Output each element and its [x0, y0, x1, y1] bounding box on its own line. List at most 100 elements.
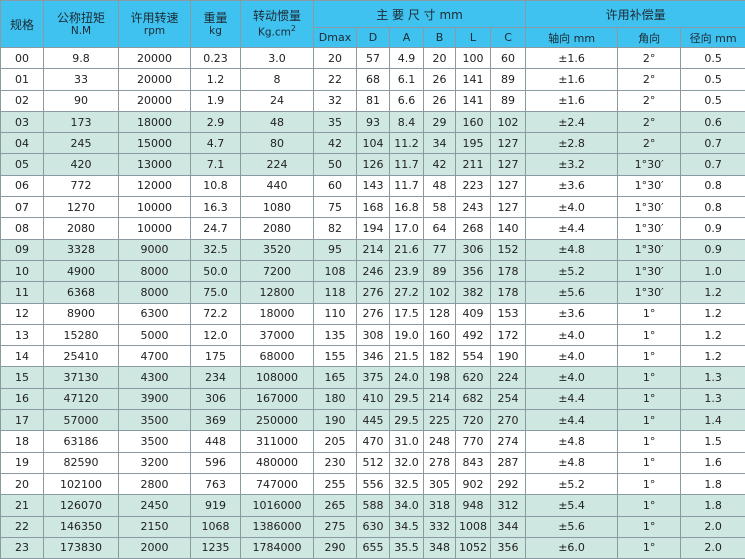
- cell-speed: 13000: [119, 154, 191, 175]
- cell-a: 8.4: [390, 111, 424, 132]
- cell-inertia: 24: [241, 90, 314, 111]
- cell-d: 93: [357, 111, 390, 132]
- cell-d: 104: [357, 133, 390, 154]
- cell-a: 17.5: [390, 303, 424, 324]
- cell-d: 276: [357, 303, 390, 324]
- inertia-unit-text: Kg.cm: [258, 27, 291, 39]
- cell-inertia: 18000: [241, 303, 314, 324]
- cell-dmax: 265: [314, 495, 357, 516]
- cell-d: 655: [357, 537, 390, 558]
- cell-weight: 7.1: [191, 154, 241, 175]
- cell-c: 60: [491, 48, 526, 69]
- cell-axial: ±4.8: [526, 239, 618, 260]
- cell-a: 32.5: [390, 473, 424, 494]
- cell-weight: 2.9: [191, 111, 241, 132]
- cell-l: 211: [456, 154, 491, 175]
- header-compensation: 许用补偿量: [526, 1, 745, 28]
- cell-torque: 420: [44, 154, 119, 175]
- cell-angular: 1°30′: [618, 239, 681, 260]
- cell-a: 6.1: [390, 69, 424, 90]
- cell-b: 20: [424, 48, 456, 69]
- cell-d: 410: [357, 388, 390, 409]
- cell-axial: ±1.6: [526, 90, 618, 111]
- cell-axial: ±4.0: [526, 367, 618, 388]
- cell-a: 6.6: [390, 90, 424, 111]
- cell-spec: 23: [1, 537, 44, 558]
- cell-b: 198: [424, 367, 456, 388]
- header-b: B: [424, 28, 456, 48]
- cell-l: 409: [456, 303, 491, 324]
- cell-c: 89: [491, 90, 526, 111]
- cell-axial: ±5.6: [526, 516, 618, 537]
- cell-c: 178: [491, 282, 526, 303]
- cell-d: 630: [357, 516, 390, 537]
- cell-torque: 8900: [44, 303, 119, 324]
- cell-inertia: 2080: [241, 218, 314, 239]
- cell-c: 270: [491, 410, 526, 431]
- cell-speed: 2450: [119, 495, 191, 516]
- header-spec: 规格: [1, 1, 44, 48]
- cell-weight: 0.23: [191, 48, 241, 69]
- cell-dmax: 205: [314, 431, 357, 452]
- cell-spec: 00: [1, 48, 44, 69]
- cell-a: 31.0: [390, 431, 424, 452]
- cell-c: 140: [491, 218, 526, 239]
- cell-spec: 15: [1, 367, 44, 388]
- cell-l: 382: [456, 282, 491, 303]
- cell-radial: 0.6: [681, 111, 745, 132]
- cell-c: 254: [491, 388, 526, 409]
- cell-l: 268: [456, 218, 491, 239]
- torque-label: 公称扭矩: [44, 11, 118, 25]
- cell-b: 26: [424, 90, 456, 111]
- cell-c: 89: [491, 69, 526, 90]
- cell-weight: 448: [191, 431, 241, 452]
- cell-radial: 1.3: [681, 367, 745, 388]
- inertia-unit-sup: 2: [291, 24, 296, 33]
- cell-radial: 0.9: [681, 239, 745, 260]
- cell-dmax: 255: [314, 473, 357, 494]
- cell-torque: 47120: [44, 388, 119, 409]
- cell-speed: 3500: [119, 410, 191, 431]
- cell-weight: 1.9: [191, 90, 241, 111]
- cell-b: 26: [424, 69, 456, 90]
- cell-dmax: 32: [314, 90, 357, 111]
- cell-b: 348: [424, 537, 456, 558]
- cell-inertia: 167000: [241, 388, 314, 409]
- cell-axial: ±1.6: [526, 48, 618, 69]
- cell-angular: 2°: [618, 69, 681, 90]
- cell-b: 318: [424, 495, 456, 516]
- header-c: C: [491, 28, 526, 48]
- cell-radial: 0.7: [681, 133, 745, 154]
- cell-axial: ±4.4: [526, 410, 618, 431]
- cell-inertia: 311000: [241, 431, 314, 452]
- cell-torque: 173: [44, 111, 119, 132]
- cell-d: 194: [357, 218, 390, 239]
- cell-spec: 11: [1, 282, 44, 303]
- cell-weight: 1.2: [191, 69, 241, 90]
- cell-l: 141: [456, 69, 491, 90]
- cell-c: 190: [491, 346, 526, 367]
- cell-dmax: 290: [314, 537, 357, 558]
- cell-b: 225: [424, 410, 456, 431]
- cell-radial: 1.3: [681, 388, 745, 409]
- cell-b: 160: [424, 324, 456, 345]
- cell-weight: 32.5: [191, 239, 241, 260]
- cell-c: 178: [491, 260, 526, 281]
- cell-radial: 2.0: [681, 516, 745, 537]
- cell-l: 682: [456, 388, 491, 409]
- cell-dmax: 135: [314, 324, 357, 345]
- header-radial: 径向 mm: [681, 28, 745, 48]
- cell-angular: 1°: [618, 495, 681, 516]
- cell-b: 278: [424, 452, 456, 473]
- cell-radial: 1.8: [681, 495, 745, 516]
- cell-inertia: 12800: [241, 282, 314, 303]
